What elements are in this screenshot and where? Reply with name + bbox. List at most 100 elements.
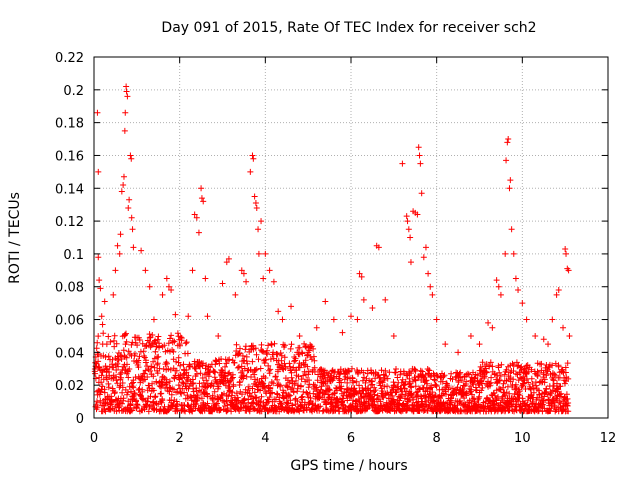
- data-point: [225, 255, 232, 262]
- data-point: [232, 291, 239, 298]
- y-tick-label: 0.06: [55, 314, 84, 329]
- data-point: [375, 244, 382, 251]
- x-axis-tick-labels: 0 2 4 6 8 10 12: [90, 431, 616, 446]
- data-point: [505, 136, 512, 143]
- data-points: [94, 83, 573, 376]
- data-point: [138, 247, 145, 254]
- y-tick-label: 0.22: [55, 51, 84, 66]
- x-tick-label: 12: [600, 431, 617, 446]
- chart-title: Day 091 of 2015, Rate Of TEC Index for r…: [161, 20, 536, 36]
- x-tick-label: 8: [433, 431, 441, 446]
- data-point: [467, 332, 474, 339]
- data-point: [118, 188, 125, 195]
- data-point: [427, 283, 434, 290]
- data-point: [114, 242, 121, 249]
- y-tick-label: 0: [76, 412, 84, 427]
- data-point: [112, 267, 119, 274]
- data-point: [503, 157, 510, 164]
- x-axis-title: GPS time / hours: [290, 458, 407, 474]
- data-point: [476, 341, 483, 348]
- data-point: [172, 311, 179, 318]
- data-point: [497, 291, 504, 298]
- data-point: [455, 349, 462, 356]
- data-point: [198, 195, 205, 202]
- data-point: [519, 300, 526, 307]
- data-point: [420, 254, 427, 261]
- data-point: [255, 226, 262, 233]
- data-point: [565, 267, 572, 274]
- y-tick-label: 0.08: [55, 281, 84, 296]
- data-point: [191, 211, 198, 218]
- data-point: [540, 336, 547, 343]
- data-point: [251, 193, 258, 200]
- data-point: [405, 226, 412, 233]
- data-point: [120, 173, 127, 180]
- data-point: [260, 275, 267, 282]
- data-point: [414, 211, 421, 218]
- data-point: [124, 93, 131, 100]
- data-point: [185, 313, 192, 320]
- data-point: [545, 341, 552, 348]
- x-tick-label: 10: [514, 431, 531, 446]
- data-point: [358, 273, 365, 280]
- data-point: [523, 316, 530, 323]
- data-point: [330, 316, 337, 323]
- data-point: [176, 341, 183, 348]
- data-point: [110, 291, 117, 298]
- data-point: [238, 267, 245, 274]
- data-point: [296, 332, 303, 339]
- data-point: [348, 313, 354, 320]
- data-point: [417, 160, 424, 167]
- data-point: [504, 139, 511, 146]
- y-tick-label: 0.02: [55, 379, 84, 394]
- data-point: [146, 283, 153, 290]
- data-point: [422, 244, 429, 251]
- data-point: [121, 127, 128, 134]
- y-tick-label: 0.18: [55, 117, 84, 132]
- data-point: [390, 332, 397, 339]
- data-point: [555, 287, 562, 294]
- data-point: [202, 275, 209, 282]
- data-point: [95, 168, 102, 175]
- data-point: [128, 155, 135, 162]
- data-point: [219, 280, 226, 287]
- data-point: [252, 200, 259, 207]
- data-point-cloud: [91, 330, 572, 415]
- data-point: [549, 316, 556, 323]
- data-point: [369, 305, 376, 312]
- data-point: [98, 313, 105, 320]
- data-point: [382, 296, 389, 303]
- data-point: [120, 181, 127, 188]
- data-point: [553, 291, 560, 298]
- data-point: [425, 270, 432, 277]
- axis-ticks: [93, 56, 609, 419]
- data-point: [354, 316, 361, 323]
- data-point: [562, 245, 569, 252]
- data-point: [305, 349, 312, 356]
- y-tick-label: 0.1: [63, 248, 84, 263]
- data-point: [416, 152, 423, 159]
- data-point: [101, 298, 108, 305]
- data-point: [117, 231, 124, 238]
- data-point: [356, 270, 363, 277]
- data-point: [99, 321, 106, 328]
- data-point: [360, 296, 367, 303]
- data-point: [510, 250, 517, 257]
- data-point: [189, 267, 196, 274]
- data-point: [105, 369, 112, 376]
- data-point: [508, 226, 515, 233]
- data-point: [255, 250, 262, 257]
- data-point: [415, 144, 422, 151]
- x-tick-label: 0: [90, 431, 98, 446]
- data-point: [270, 278, 277, 285]
- data-point: [403, 213, 410, 220]
- data-point: [566, 332, 573, 339]
- data-point: [129, 226, 136, 233]
- data-point: [198, 185, 205, 192]
- data-point: [96, 277, 103, 284]
- data-point: [404, 218, 411, 225]
- data-point: [195, 229, 202, 236]
- data-point: [163, 275, 170, 282]
- data-point: [502, 250, 509, 257]
- data-point: [122, 109, 129, 116]
